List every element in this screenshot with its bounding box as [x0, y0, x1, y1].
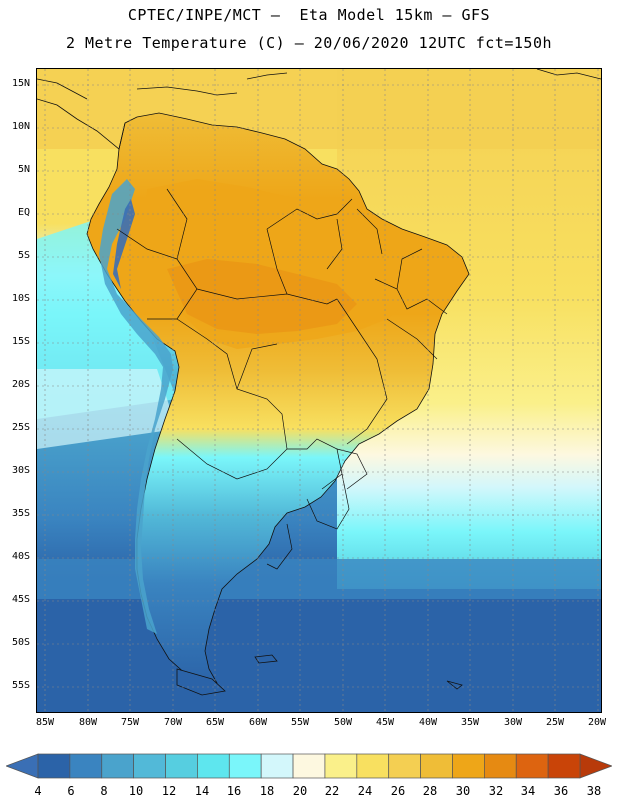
- lat-label-55s: 55S: [11, 680, 30, 691]
- colorbar-box: [388, 753, 421, 779]
- colorbar-boxes: [37, 753, 581, 779]
- greater-antilles-coast: [136, 86, 238, 96]
- lon-label-25w: 25W: [545, 717, 565, 728]
- lon-label-50w: 50W: [333, 717, 353, 728]
- temperature-colorbar: [6, 753, 612, 779]
- colorbar-tick-12: 12: [161, 784, 177, 798]
- lon-label-20w: 20W: [587, 717, 607, 728]
- colorbar-box: [165, 753, 198, 779]
- colorbar-tick-18: 18: [259, 784, 275, 798]
- colorbar-box: [133, 753, 166, 779]
- temperature-map: [36, 68, 602, 713]
- map-canvas: [37, 69, 601, 712]
- colorbar-box: [292, 753, 326, 779]
- graticule: [37, 69, 601, 712]
- lat-label-30s: 30S: [11, 465, 30, 476]
- colorbar-tick-14: 14: [194, 784, 210, 798]
- lon-label-60w: 60W: [248, 717, 268, 728]
- lon-label-80w: 80W: [78, 717, 98, 728]
- colorbar-tick-30: 30: [455, 784, 471, 798]
- central-america-coast: [37, 98, 126, 150]
- lat-label-50s: 50S: [11, 637, 30, 648]
- colorbar-box: [547, 753, 581, 779]
- lon-label-30w: 30W: [503, 717, 523, 728]
- colorbar-tick-26: 26: [390, 784, 406, 798]
- country-borders: [116, 188, 448, 570]
- lon-label-45w: 45W: [375, 717, 395, 728]
- lon-label-85w: 85W: [35, 717, 55, 728]
- colorbar-tick-6: 6: [67, 784, 75, 798]
- amazon-warm-core: [145, 179, 417, 349]
- lon-label-65w: 65W: [205, 717, 225, 728]
- colorbar-box: [452, 753, 485, 779]
- colorbar-box: [515, 753, 549, 779]
- lat-label-5n: 5N: [17, 164, 30, 175]
- colorbar-box: [228, 753, 262, 779]
- map-title-line2: 2 Metre Temperature (C) – 20/06/2020 12U…: [65, 34, 553, 52]
- lat-label-15n: 15N: [11, 78, 30, 89]
- lat-label-10n: 10N: [11, 121, 30, 132]
- lat-label-25s: 25S: [11, 422, 30, 433]
- lat-label-40s: 40S: [11, 551, 30, 562]
- colorbar-tick-22: 22: [324, 784, 340, 798]
- andes-cool-ridge: [99, 179, 173, 634]
- colorbar-tick-10: 10: [128, 784, 144, 798]
- colorbar-tick-34: 34: [520, 784, 536, 798]
- lat-label-eq: EQ: [17, 207, 30, 218]
- colorbar-tick-24: 24: [357, 784, 373, 798]
- colorbar-tick-20: 20: [292, 784, 308, 798]
- colorbar-left-arrow: [6, 753, 39, 779]
- lat-label-5s: 5S: [17, 250, 30, 261]
- colorbar-tick-8: 8: [100, 784, 108, 798]
- colorbar-tick-38: 38: [586, 784, 602, 798]
- colorbar-right-arrow: [579, 753, 612, 779]
- colorbar-box: [420, 753, 453, 779]
- lon-label-70w: 70W: [163, 717, 183, 728]
- tierra-del-fuego: [176, 668, 226, 696]
- colorbar-box: [197, 753, 230, 779]
- colorbar-box: [37, 753, 71, 779]
- lon-label-55w: 55W: [290, 717, 310, 728]
- lat-label-45s: 45S: [11, 594, 30, 605]
- falkland-islands: [254, 654, 278, 664]
- lon-label-75w: 75W: [120, 717, 140, 728]
- lon-label-35w: 35W: [460, 717, 480, 728]
- colorbar-box: [69, 753, 103, 779]
- lat-label-10s: 10S: [11, 293, 30, 304]
- colorbar-tick-32: 32: [488, 784, 504, 798]
- colorbar-box: [484, 753, 517, 779]
- map-title-line1: CPTEC/INPE/MCT – Eta Model 15km – GFS: [127, 6, 491, 24]
- lat-label-20s: 20S: [11, 379, 30, 390]
- colorbar-tick-16: 16: [226, 784, 242, 798]
- colorbar-box: [260, 753, 294, 779]
- lon-label-40w: 40W: [418, 717, 438, 728]
- colorbar-tick-4: 4: [34, 784, 42, 798]
- colorbar-box: [101, 753, 134, 779]
- lat-label-35s: 35S: [11, 508, 30, 519]
- colorbar-box: [356, 753, 390, 779]
- colorbar-tick-28: 28: [422, 784, 438, 798]
- lat-label-15s: 15S: [11, 336, 30, 347]
- southern-ocean-field: [37, 589, 601, 712]
- colorbar-box: [324, 753, 358, 779]
- colorbar-tick-36: 36: [553, 784, 569, 798]
